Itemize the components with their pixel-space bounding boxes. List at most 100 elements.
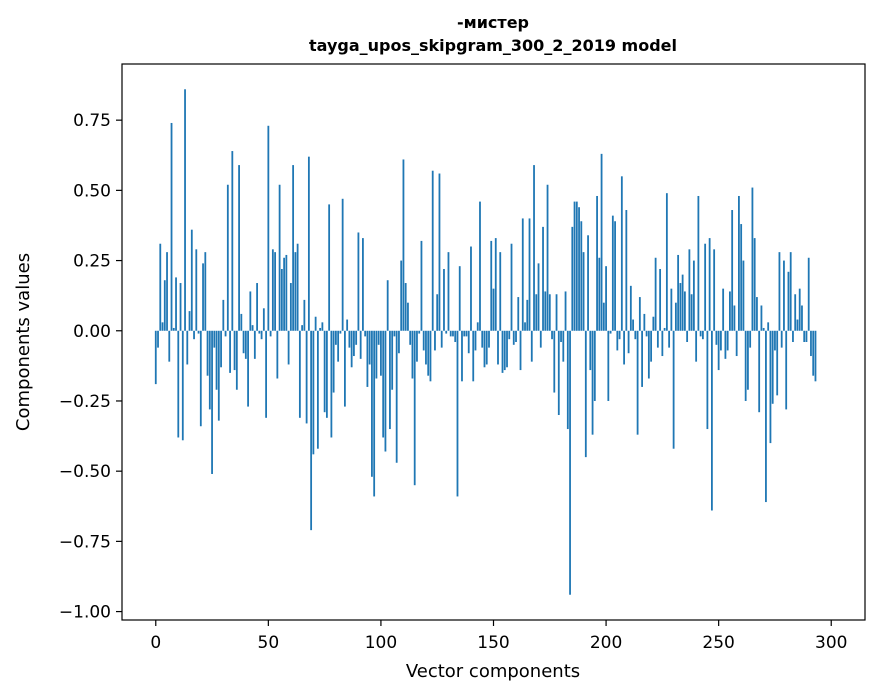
bar-177 <box>553 330 556 393</box>
bar-132 <box>452 330 454 337</box>
bar-275 <box>774 330 776 351</box>
bar-292 <box>812 330 815 376</box>
bar-86 <box>348 330 351 348</box>
bar-96 <box>371 330 373 477</box>
bar-283 <box>792 330 794 342</box>
bar-199 <box>602 302 605 331</box>
bar-215 <box>638 297 641 331</box>
x-axis-ticks: 0 50 100 150 200 250 300 <box>150 620 847 653</box>
bar-224 <box>659 268 662 331</box>
bar-9 <box>175 277 177 331</box>
bar-198 <box>600 153 603 331</box>
bar-203 <box>611 215 614 331</box>
bar-274 <box>771 330 774 404</box>
bar-168 <box>533 165 535 331</box>
bar-27 <box>215 330 218 390</box>
bar-32 <box>226 184 229 331</box>
bar-88 <box>353 330 355 357</box>
bar-71 <box>314 316 317 331</box>
bar-72 <box>316 330 319 449</box>
bar-267 <box>756 297 758 331</box>
bar-158 <box>510 243 513 331</box>
bar-103 <box>386 280 389 331</box>
bar-204 <box>614 221 616 331</box>
bar-5 <box>166 252 168 331</box>
bar-241 <box>697 195 700 331</box>
y-tick-label: 0.25 <box>73 252 111 272</box>
bar-95 <box>368 330 371 365</box>
bar-250 <box>717 330 720 371</box>
bar-268 <box>758 330 761 413</box>
bar-252 <box>722 288 725 331</box>
bar-210 <box>627 330 630 354</box>
bar-40 <box>244 330 247 359</box>
bar-160 <box>515 330 517 342</box>
bar-92 <box>362 238 364 331</box>
bar-293 <box>814 330 817 382</box>
bar-288 <box>803 330 806 342</box>
bar-64 <box>298 330 301 418</box>
x-tick-label: 100 <box>365 633 397 653</box>
bar-229 <box>670 288 673 331</box>
bar-75 <box>323 330 326 413</box>
bar-164 <box>524 322 526 331</box>
x-tick-label: 150 <box>477 633 509 653</box>
bar-123 <box>431 170 434 331</box>
bar-193 <box>589 330 592 371</box>
bar-181 <box>562 330 565 362</box>
bar-254 <box>726 330 729 351</box>
bar-154 <box>501 330 504 373</box>
bar-120 <box>425 330 427 365</box>
bar-235 <box>683 291 686 331</box>
bar-269 <box>760 305 763 331</box>
bar-26 <box>213 330 216 348</box>
bar-281 <box>787 271 790 331</box>
bar-261 <box>742 260 745 331</box>
bar-117 <box>418 330 421 334</box>
bar-78 <box>330 330 333 438</box>
bar-247 <box>711 330 713 511</box>
bar-126 <box>438 173 441 331</box>
bar-131 <box>449 330 452 337</box>
bar-84 <box>344 330 346 407</box>
bar-118 <box>420 240 423 331</box>
bar-208 <box>623 330 625 365</box>
bar-45 <box>256 283 258 331</box>
bar-11 <box>179 283 182 331</box>
bar-33 <box>229 330 231 373</box>
bar-271 <box>765 330 767 503</box>
bar-102 <box>384 330 387 452</box>
bar-246 <box>708 238 711 331</box>
bar-249 <box>715 330 718 345</box>
bar-54 <box>276 330 279 379</box>
bar-173 <box>544 291 547 331</box>
bar-70 <box>312 330 315 455</box>
bar-161 <box>517 297 520 331</box>
bar-242 <box>699 330 702 337</box>
bar-185 <box>571 226 574 331</box>
bar-63 <box>296 243 299 331</box>
bar-157 <box>508 330 511 340</box>
bar-66 <box>303 299 306 331</box>
bar-15 <box>188 311 191 331</box>
bar-156 <box>506 330 508 368</box>
bar-136 <box>461 330 463 382</box>
bar-3 <box>161 322 164 331</box>
bar-0 <box>154 330 157 385</box>
bar-174 <box>546 184 549 331</box>
bar-39 <box>242 330 245 354</box>
bar-105 <box>391 330 394 390</box>
bar-183 <box>566 330 569 430</box>
bar-159 <box>512 330 515 345</box>
bar-148 <box>488 330 490 348</box>
bar-21 <box>202 263 204 331</box>
bar-219 <box>647 330 650 379</box>
bar-18 <box>195 249 198 331</box>
bar-251 <box>720 330 722 351</box>
bar-231 <box>674 302 677 331</box>
bar-272 <box>767 322 770 331</box>
x-tick-label: 50 <box>258 633 280 653</box>
bar-262 <box>744 330 747 401</box>
bar-276 <box>776 330 779 396</box>
y-tick-label: 0.50 <box>73 181 111 201</box>
